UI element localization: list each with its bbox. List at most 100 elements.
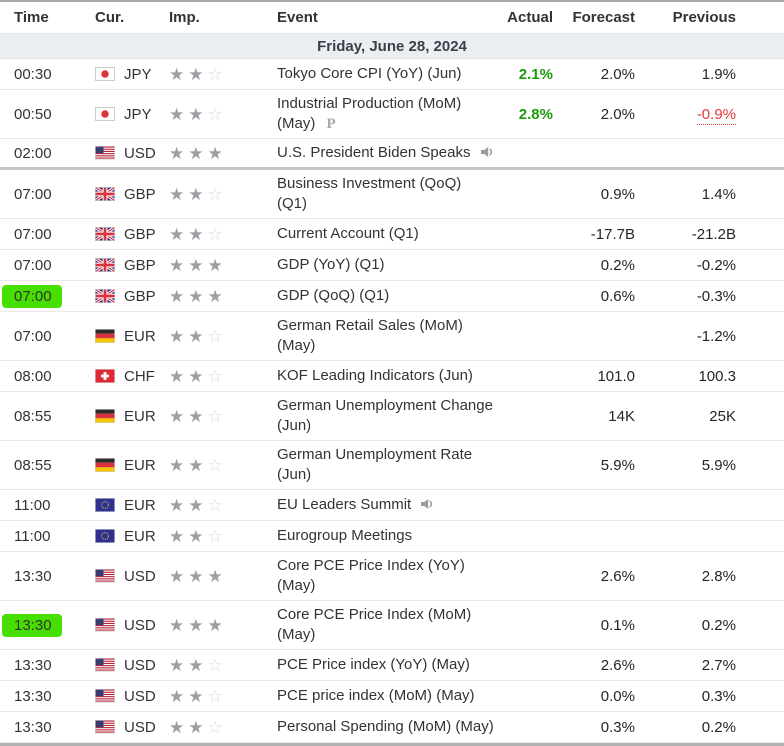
event-cell[interactable]: EU Leaders Summit [274,491,495,519]
table-row[interactable]: 02:00 USD ★★★ U.S. President Biden Speak… [0,139,784,170]
event-title[interactable]: Core PCE Price Index (MoM) (May) [277,606,472,643]
event-title[interactable]: German Unemployment Rate (Jun) [277,446,473,483]
event-cell[interactable]: German Retail Sales (MoM) (May) [274,312,495,360]
event-cell[interactable]: GDP (QoQ) (Q1) [274,282,495,310]
importance-stars: ★★☆ [167,688,274,705]
event-title[interactable]: Personal Spending (MoM) (May) [277,718,494,735]
star-empty-icon: ☆ [207,326,227,346]
forecast-cell: 0.1% [553,617,635,634]
previous-cell: 0.2% [635,617,784,634]
col-header-currency: Cur. [95,9,125,26]
importance-stars: ★★★ [167,288,274,305]
previous-value: 5.9% [701,456,736,474]
table-row[interactable]: 11:00 EUR ★★☆ Eurogroup Meetings [0,521,784,552]
table-row[interactable]: 08:55 EUR ★★☆ German Unemployment Rate (… [0,441,784,490]
time-value: 07:00 [14,185,52,203]
currency-code: EUR [124,327,156,345]
event-title[interactable]: Current Account (Q1) [277,225,419,242]
table-row[interactable]: 00:30 JPY ★★☆ Tokyo Core CPI (YoY) (Jun)… [0,59,784,90]
event-title[interactable]: GDP (QoQ) (Q1) [277,287,390,304]
forecast-value: 0.6% [600,287,635,305]
event-cell[interactable]: PCE Price index (YoY) (May) [274,651,495,679]
currency-code: USD [124,656,156,674]
event-title[interactable]: EU Leaders Summit [277,496,412,513]
event-cell[interactable]: KOF Leading Indicators (Jun) [274,362,495,390]
event-cell[interactable]: Tokyo Core CPI (YoY) (Jun) [274,60,495,88]
forecast-value: 2.6% [600,656,635,674]
event-title[interactable]: German Unemployment Change (Jun) [277,397,493,434]
table-row[interactable]: 07:00 GBP ★★★ GDP (YoY) (Q1) 0.2% -0.2% [0,250,784,281]
event-cell[interactable]: Personal Spending (MoM) (May) [274,713,495,741]
forecast-cell: 0.9% [553,186,635,203]
star-filled-icon: ★ [169,286,189,306]
event-title[interactable]: Core PCE Price Index (YoY) (May) [277,557,465,594]
table-row[interactable]: 07:00 GBP ★★☆ Current Account (Q1) -17.7… [0,219,784,250]
table-row[interactable]: 07:00 GBP ★★★ GDP (QoQ) (Q1) 0.6% -0.3% [0,281,784,312]
time-cell: 07:00 [0,328,85,345]
time-value: 00:30 [14,65,52,83]
time-cell: 08:00 [0,368,85,385]
event-cell[interactable]: GDP (YoY) (Q1) [274,251,495,279]
currency-cell: GBP [85,226,167,243]
importance-stars: ★★☆ [167,657,274,674]
table-row[interactable]: 13:30 USD ★★☆ Personal Spending (MoM) (M… [0,712,784,743]
previous-cell: 2.8% [635,568,784,585]
previous-cell: 0.3% [635,688,784,705]
event-cell[interactable]: Eurogroup Meetings [274,522,495,550]
currency-code: GBP [124,185,156,203]
previous-value: 0.3% [701,687,736,705]
previous-cell: 1.9% [635,66,784,83]
forecast-cell: 0.6% [553,288,635,305]
table-row[interactable]: 07:00 EUR ★★☆ German Retail Sales (MoM) … [0,312,784,361]
event-title[interactable]: Tokyo Core CPI (YoY) (Jun) [277,65,462,82]
event-title[interactable]: German Retail Sales (MoM) (May) [277,317,463,354]
forecast-value: -17.7B [590,225,635,243]
currency-code: USD [124,616,156,634]
table-row[interactable]: 11:00 EUR ★★☆ EU Leaders Summit [0,490,784,521]
event-cell[interactable]: Business Investment (QoQ) (Q1) [274,170,495,218]
event-title[interactable]: U.S. President Biden Speaks [277,144,471,161]
time-value: 07:00 [14,256,52,274]
event-cell[interactable]: Core PCE Price Index (YoY) (May) [274,552,495,600]
actual-value: 2.1% [518,65,553,83]
star-filled-icon: ★ [169,366,189,386]
time-value-highlighted: 07:00 [2,284,62,308]
event-cell[interactable]: Core PCE Price Index (MoM) (May) [274,601,495,649]
previous-cell: 100.3 [635,368,784,385]
star-filled-icon: ★ [207,566,227,586]
event-title[interactable]: KOF Leading Indicators (Jun) [277,367,473,384]
flag-usa-icon [95,569,115,583]
event-cell[interactable]: U.S. President Biden Speaks [274,139,495,167]
time-cell: 13:30 [0,568,85,585]
currency-cell: GBP [85,257,167,274]
event-title[interactable]: Eurogroup Meetings [277,527,413,544]
table-row[interactable]: 13:30 USD ★★★ Core PCE Price Index (MoM)… [0,601,784,650]
col-header-previous: Previous [672,9,736,26]
event-title[interactable]: Industrial Production (MoM) (May) [277,95,462,132]
event-title[interactable]: GDP (YoY) (Q1) [277,256,385,273]
table-row[interactable]: 13:30 USD ★★★ Core PCE Price Index (YoY)… [0,552,784,601]
event-cell[interactable]: German Unemployment Rate (Jun) [274,441,495,489]
event-title[interactable]: PCE price index (MoM) (May) [277,687,475,704]
currency-code: GBP [124,287,156,305]
previous-cell: 0.2% [635,719,784,736]
star-filled-icon: ★ [169,406,189,426]
table-row[interactable]: 00:50 JPY ★★☆ Industrial Production (MoM… [0,90,784,139]
event-title[interactable]: Business Investment (QoQ) (Q1) [277,175,462,212]
star-filled-icon: ★ [169,686,189,706]
event-title[interactable]: PCE Price index (YoY) (May) [277,656,470,673]
event-cell[interactable]: German Unemployment Change (Jun) [274,392,495,440]
table-row[interactable]: 07:00 GBP ★★☆ Business Investment (QoQ) … [0,170,784,219]
forecast-cell: 0.3% [553,719,635,736]
event-cell[interactable]: PCE price index (MoM) (May) [274,682,495,710]
event-cell[interactable]: Current Account (Q1) [274,220,495,248]
event-cell[interactable]: Industrial Production (MoM) (May) P [274,90,495,138]
table-row[interactable]: 08:55 EUR ★★☆ German Unemployment Change… [0,392,784,441]
table-row[interactable]: 13:30 USD ★★☆ PCE Price index (YoY) (May… [0,650,784,681]
forecast-value: 2.6% [600,567,635,585]
currency-code: JPY [124,65,152,83]
importance-stars: ★★☆ [167,368,274,385]
time-value: 11:00 [14,496,51,514]
table-row[interactable]: 08:00 CHF ★★☆ KOF Leading Indicators (Ju… [0,361,784,392]
table-row[interactable]: 13:30 USD ★★☆ PCE price index (MoM) (May… [0,681,784,712]
